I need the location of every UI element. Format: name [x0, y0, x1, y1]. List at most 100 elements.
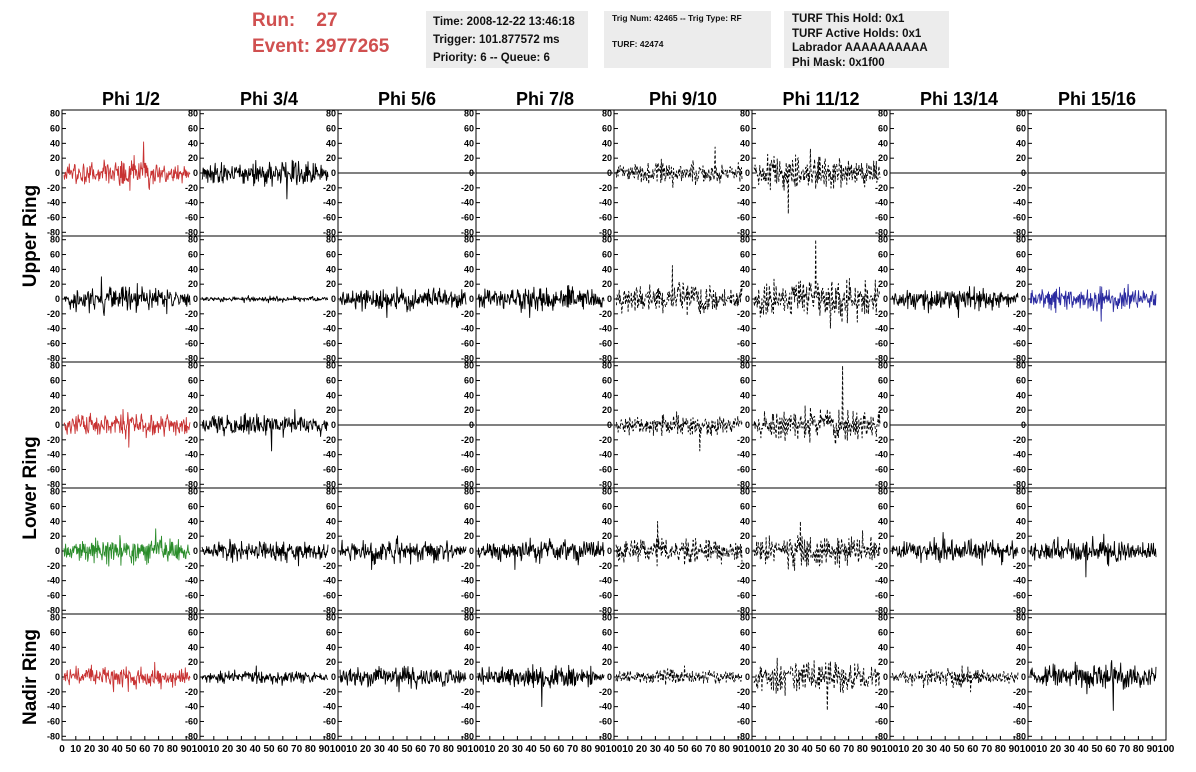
- y-tick-label: 0: [1021, 420, 1026, 430]
- y-tick-label: 40: [464, 642, 474, 652]
- y-tick-label: 80: [464, 109, 474, 119]
- x-tick-label: 70: [429, 744, 441, 755]
- y-tick-label: -40: [1013, 576, 1026, 586]
- x-tick-label: 30: [512, 744, 524, 755]
- y-tick-label: 60: [464, 124, 474, 134]
- y-tick-label: -60: [875, 212, 888, 222]
- y-tick-label: -80: [1013, 605, 1026, 615]
- y-tick-label: 40: [464, 516, 474, 526]
- run-label: Run:: [252, 10, 296, 31]
- y-tick-label: 20: [602, 279, 612, 289]
- x-tick-label: 70: [153, 744, 165, 755]
- y-tick-label: 80: [740, 235, 750, 245]
- x-tick-label: 30: [650, 744, 662, 755]
- x-tick-label: 60: [691, 744, 703, 755]
- y-tick-label: -40: [1013, 702, 1026, 712]
- y-tick-label: -40: [737, 576, 750, 586]
- y-tick-label: 40: [1016, 390, 1026, 400]
- y-tick-label: -20: [1013, 687, 1026, 697]
- y-tick-label: 40: [326, 264, 336, 274]
- x-tick-label: 40: [388, 744, 400, 755]
- x-tick-label: 20: [1050, 744, 1062, 755]
- x-tick-label: 50: [953, 744, 965, 755]
- y-tick-label: -60: [461, 464, 474, 474]
- y-tick-label: 60: [1016, 124, 1026, 134]
- y-tick-label: -40: [599, 450, 612, 460]
- y-tick-label: 60: [188, 502, 198, 512]
- y-tick-label: 40: [464, 138, 474, 148]
- y-tick-label: 80: [326, 361, 336, 371]
- x-tick-label: 10: [760, 744, 772, 755]
- y-tick-label: 60: [50, 250, 60, 260]
- trig-info-box: Trig Num: 42465 -- Trig Type: RF TURF: 4…: [604, 11, 771, 68]
- y-tick-label: -40: [599, 324, 612, 334]
- y-tick-label: 40: [602, 138, 612, 148]
- y-tick-label: -40: [323, 576, 336, 586]
- y-tick-label: 60: [740, 250, 750, 260]
- y-tick-label: -20: [47, 183, 60, 193]
- y-tick-label: 40: [602, 516, 612, 526]
- trig-num-text: Trig Num: 42465 -- Trig Type: RF: [612, 13, 742, 23]
- y-tick-label: 0: [607, 672, 612, 682]
- y-tick-label: -80: [461, 605, 474, 615]
- y-tick-label: -20: [461, 309, 474, 319]
- y-tick-label: -20: [875, 183, 888, 193]
- turf-this-hold-text: TURF This Hold: 0x1: [792, 13, 905, 25]
- y-tick-label: 60: [464, 502, 474, 512]
- y-tick-label: 60: [740, 124, 750, 134]
- y-tick-label: 20: [602, 531, 612, 541]
- event-value: 2977265: [315, 36, 390, 57]
- y-tick-label: -40: [185, 576, 198, 586]
- y-tick-label: -80: [47, 479, 60, 489]
- y-tick-label: 80: [602, 109, 612, 119]
- y-tick-label: -40: [47, 702, 60, 712]
- y-tick-label: -20: [47, 561, 60, 571]
- x-tick-label: 10: [622, 744, 634, 755]
- x-tick-label: 20: [498, 744, 510, 755]
- y-tick-label: -40: [185, 450, 198, 460]
- x-tick-label: 0: [59, 744, 65, 755]
- y-tick-label: 60: [1016, 628, 1026, 638]
- waveform-line: [1029, 660, 1157, 711]
- y-tick-label: 60: [326, 376, 336, 386]
- y-tick-label: -60: [323, 716, 336, 726]
- y-tick-label: -80: [461, 353, 474, 363]
- y-tick-label: -60: [737, 464, 750, 474]
- y-tick-label: -40: [47, 198, 60, 208]
- y-tick-label: -40: [185, 324, 198, 334]
- x-tick-label: 50: [401, 744, 413, 755]
- y-tick-label: -80: [461, 479, 474, 489]
- y-tick-label: -40: [47, 324, 60, 334]
- y-tick-label: -40: [47, 576, 60, 586]
- y-tick-label: 20: [602, 405, 612, 415]
- turf-active-holds-text: TURF Active Holds: 0x1: [792, 27, 922, 40]
- y-tick-label: 80: [326, 235, 336, 245]
- y-tick-label: -80: [185, 605, 198, 615]
- waveform-line: [891, 665, 1019, 693]
- y-tick-label: -80: [323, 731, 336, 741]
- y-tick-label: -60: [599, 338, 612, 348]
- y-tick-label: 20: [50, 279, 60, 289]
- y-tick-label: 0: [55, 294, 60, 304]
- waveform-line: [1030, 283, 1157, 322]
- y-tick-label: 80: [602, 361, 612, 371]
- y-tick-label: 20: [326, 657, 336, 667]
- y-tick-label: 20: [464, 657, 474, 667]
- panel-frame: [61, 361, 201, 489]
- waveform-line: [63, 528, 191, 567]
- run-event-block: Run: 27 Event: 2977265: [252, 8, 422, 68]
- y-tick-label: -80: [1013, 353, 1026, 363]
- y-tick-label: -20: [599, 309, 612, 319]
- y-tick-label: -60: [47, 716, 60, 726]
- y-tick-label: 80: [602, 613, 612, 623]
- y-tick-label: 0: [193, 672, 198, 682]
- column-header: Phi 3/4: [240, 89, 298, 109]
- y-tick-label: 0: [469, 294, 474, 304]
- y-tick-label: 60: [878, 376, 888, 386]
- x-tick-label: 30: [788, 744, 800, 755]
- y-tick-label: -80: [185, 731, 198, 741]
- y-tick-label: -60: [599, 716, 612, 726]
- y-tick-label: 20: [878, 153, 888, 163]
- waveform-line: [339, 665, 467, 693]
- y-tick-label: -80: [599, 227, 612, 237]
